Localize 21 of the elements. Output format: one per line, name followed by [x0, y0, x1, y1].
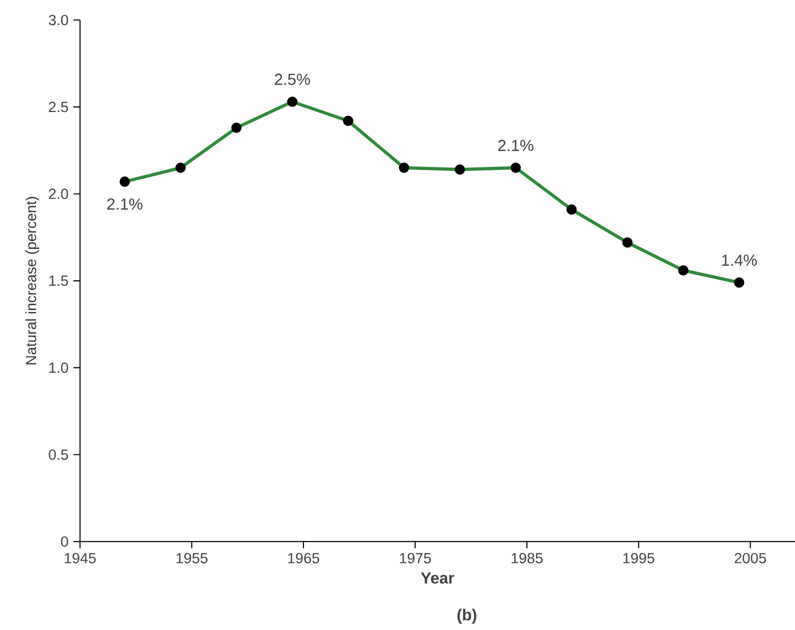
x-tick-label: 1975 [400, 553, 431, 564]
x-tick-label: 2005 [734, 553, 766, 564]
y-tick-label: 1.5 [49, 276, 68, 286]
y-axis-title: Natural increase (percent) [25, 197, 40, 365]
annotation: 1.4% [722, 254, 757, 266]
x-tick-label: 1945 [64, 553, 96, 564]
annotation: 2.5% [274, 74, 310, 86]
y-tick-label: 2.5 [48, 102, 68, 112]
y-tick-label: 2.0 [48, 188, 68, 200]
x-tick-label: 1995 [623, 553, 654, 564]
annotation: 2.1% [107, 198, 142, 210]
x-axis-title: Year [420, 572, 454, 584]
y-tick-label: 0 [61, 536, 68, 547]
x-tick-label: 1965 [288, 553, 320, 564]
y-tick-label: 0.5 [48, 450, 68, 460]
y-tick-label: 3.0 [48, 15, 68, 26]
x-tick-label: 1955 [176, 553, 208, 564]
text: (b) [457, 609, 476, 624]
y-tick-label: 1.0 [49, 362, 68, 374]
x-tick-label: 1985 [512, 553, 543, 564]
annotation: 2.1% [498, 140, 534, 152]
